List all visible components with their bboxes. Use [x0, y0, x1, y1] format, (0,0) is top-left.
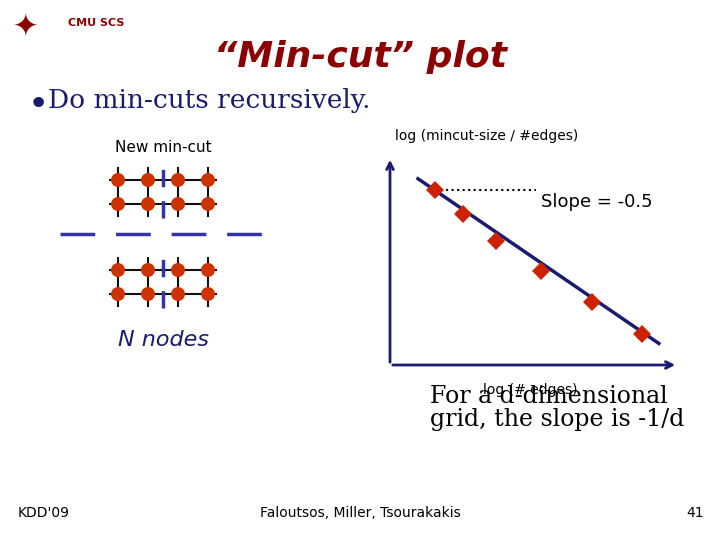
Text: log (# edges): log (# edges) — [482, 383, 577, 397]
Circle shape — [111, 197, 125, 211]
Text: For a d-dimensional: For a d-dimensional — [430, 385, 667, 408]
Circle shape — [201, 197, 215, 211]
Text: •: • — [28, 88, 49, 122]
Circle shape — [171, 197, 185, 211]
Text: 41: 41 — [686, 506, 704, 520]
Circle shape — [111, 287, 125, 301]
Text: CMU SCS: CMU SCS — [68, 18, 125, 28]
Text: Do min-cuts recursively.: Do min-cuts recursively. — [48, 88, 371, 113]
Text: KDD'09: KDD'09 — [18, 506, 70, 520]
Text: ✦: ✦ — [12, 12, 37, 41]
Circle shape — [171, 263, 185, 277]
Circle shape — [111, 263, 125, 277]
Text: grid, the slope is -1/d: grid, the slope is -1/d — [430, 408, 685, 431]
Text: log (mincut-size / #edges): log (mincut-size / #edges) — [395, 129, 578, 143]
Circle shape — [171, 173, 185, 187]
Circle shape — [201, 287, 215, 301]
Circle shape — [141, 263, 155, 277]
Circle shape — [201, 263, 215, 277]
Circle shape — [141, 173, 155, 187]
Text: New min-cut: New min-cut — [114, 140, 211, 155]
Text: N nodes: N nodes — [117, 330, 209, 350]
Circle shape — [141, 287, 155, 301]
Text: “Min-cut” plot: “Min-cut” plot — [214, 40, 506, 74]
Circle shape — [201, 173, 215, 187]
Text: Faloutsos, Miller, Tsourakakis: Faloutsos, Miller, Tsourakakis — [260, 506, 460, 520]
Circle shape — [171, 287, 185, 301]
Circle shape — [111, 173, 125, 187]
Circle shape — [141, 197, 155, 211]
Text: Slope = -0.5: Slope = -0.5 — [541, 193, 653, 211]
